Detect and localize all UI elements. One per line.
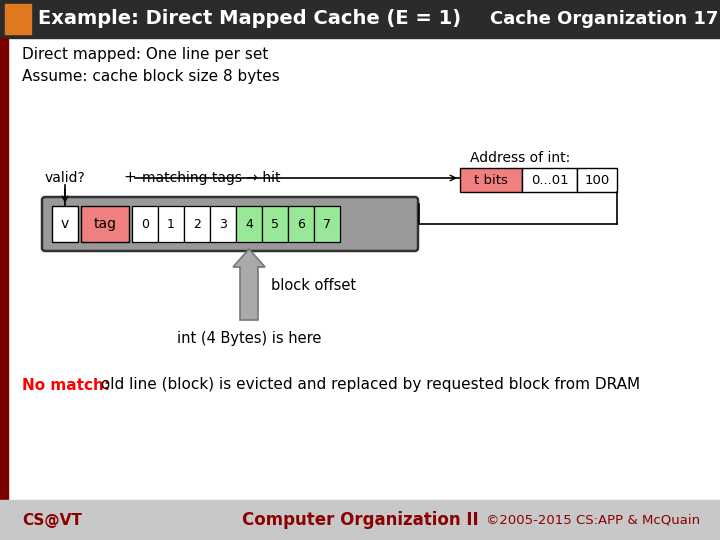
FancyBboxPatch shape [42,197,418,251]
Bar [0,38,8,540]
Text: Direct mapped: One line per set: Direct mapped: One line per set [22,48,269,63]
Text: t bits: t bits [474,173,508,186]
Text: old line (block) is evicted and replaced by requested block from DRAM: old line (block) is evicted and replaced… [96,377,640,393]
Bar [262,206,288,242]
Bar [0,500,720,540]
Text: CS@VT: CS@VT [22,512,82,528]
Bar [158,206,184,242]
Text: 1: 1 [167,218,175,231]
Text: 6: 6 [297,218,305,231]
Text: 0: 0 [141,218,149,231]
Text: ©2005-2015 CS:APP & McQuain: ©2005-2015 CS:APP & McQuain [486,514,700,526]
Text: v: v [61,217,69,231]
Text: 100: 100 [585,173,610,186]
Text: Address of int:: Address of int: [470,151,570,165]
Text: int (4 Bytes) is here: int (4 Bytes) is here [177,330,321,346]
Bar [0,0,720,38]
Text: tag: tag [94,217,117,231]
Text: 7: 7 [323,218,331,231]
Bar [132,206,158,242]
Text: 3: 3 [219,218,227,231]
Bar [184,206,210,242]
Text: 4: 4 [245,218,253,231]
Text: Computer Organization II: Computer Organization II [242,511,478,529]
Bar [577,168,617,192]
Bar [288,206,314,242]
Bar [210,206,236,242]
Text: Cache Organization 17: Cache Organization 17 [490,10,719,28]
Bar [314,206,340,242]
Text: block offset: block offset [271,278,356,293]
Bar [460,168,522,192]
Bar [5,4,31,34]
FancyArrow shape [233,249,265,320]
Text: valid?: valid? [45,171,86,185]
Text: 0...01: 0...01 [531,173,568,186]
Text: 5: 5 [271,218,279,231]
Text: No match:: No match: [22,377,110,393]
Text: 2: 2 [193,218,201,231]
Text: matching tags → hit: matching tags → hit [142,171,281,185]
Text: Assume: cache block size 8 bytes: Assume: cache block size 8 bytes [22,69,280,84]
Bar [522,168,577,192]
Bar [236,206,262,242]
Text: +: + [124,171,136,186]
Bar [81,206,129,242]
Bar [52,206,78,242]
Text: Example: Direct Mapped Cache (E = 1): Example: Direct Mapped Cache (E = 1) [38,10,461,29]
